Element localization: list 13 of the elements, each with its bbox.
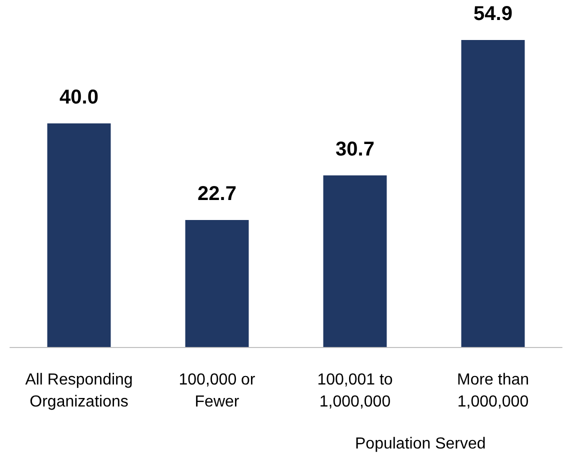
bar (323, 175, 387, 347)
data-label: 54.9 (474, 3, 512, 25)
bar (461, 40, 525, 347)
x-tick-label: More than 1,000,000 (456, 372, 530, 410)
x-tick-label: 100,001 to 1,000,000 (317, 372, 393, 410)
x-axis-title: Population Served (354, 436, 486, 452)
data-label: 30.7 (336, 138, 374, 160)
x-tick-label: 100,000 or Fewer (178, 372, 256, 410)
x-tick-label: All Responding Organizations (25, 372, 133, 410)
bar (185, 220, 249, 347)
bar (47, 123, 111, 347)
data-label: 22.7 (198, 183, 236, 206)
data-label: 40.0 (60, 86, 98, 108)
